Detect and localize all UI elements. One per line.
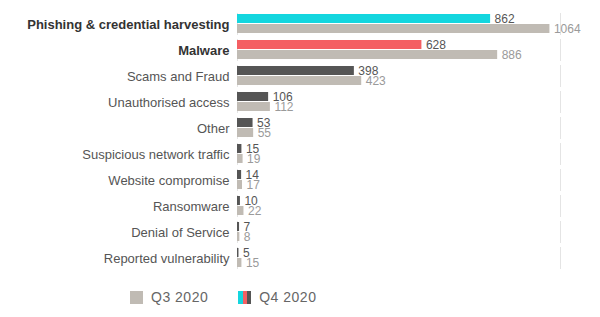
svg-text:17: 17 [246,177,260,192]
svg-text:862: 862 [495,12,515,26]
svg-text:Scams and Fraud: Scams and Fraud [127,69,230,84]
svg-text:886: 886 [502,48,522,62]
svg-text:22: 22 [248,203,262,218]
svg-text:10: 10 [244,194,258,208]
svg-text:Reported vulnerability: Reported vulnerability [104,251,230,266]
svg-text:Phishing & credential harvesti: Phishing & credential harvesting [27,17,229,32]
svg-text:423: 423 [365,73,386,88]
svg-text:398: 398 [358,64,378,78]
svg-text:Other: Other [197,121,230,136]
svg-text:106: 106 [273,90,293,104]
svg-text:Unauthorised access: Unauthorised access [108,95,230,110]
svg-text:112: 112 [274,99,294,114]
svg-text:15: 15 [245,255,260,270]
svg-text:53: 53 [257,116,271,130]
svg-text:Suspicious network traffic: Suspicious network traffic [82,147,230,162]
html-text:Q4 2020: Q4 2020 [259,289,317,305]
svg-text:5: 5 [243,246,250,260]
svg-text:1064: 1064 [554,22,581,36]
svg-text:628: 628 [426,38,446,52]
svg-text:Malware: Malware [178,43,229,58]
svg-text:15: 15 [246,142,260,156]
svg-text:Denial of Service: Denial of Service [131,225,229,240]
svg-text:7: 7 [244,220,251,234]
svg-text:55: 55 [257,125,271,140]
svg-text:8: 8 [243,229,251,244]
svg-text:19: 19 [247,151,261,166]
svg-text:14: 14 [246,168,260,182]
svg-text:Ransomware: Ransomware [153,199,230,214]
svg-text:Website compromise: Website compromise [108,173,229,188]
html-text:Q3 2020: Q3 2020 [151,289,209,305]
